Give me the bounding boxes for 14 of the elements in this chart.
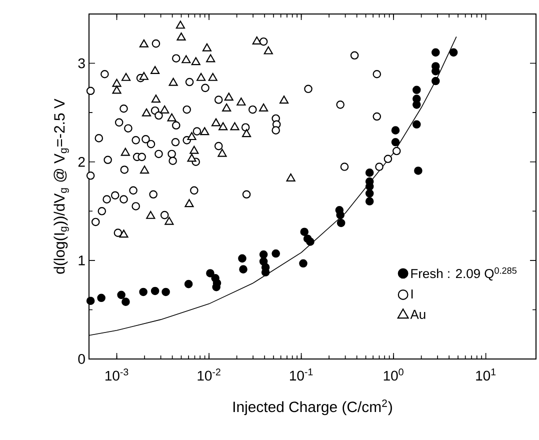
x-tick-label: 10$^{1}$: [476, 368, 496, 381]
y-tick-label: 2: [78, 156, 85, 167]
x-tick-label: 10$^{0}$: [384, 368, 404, 381]
y-axis-title: d(log(I$_{g}$))/dV$_{g}$ @ V$_{g}$=-2.5 V: [54, 98, 69, 274]
y-tick-label: 0: [78, 354, 85, 364]
x-tick-label: 10$^{-1}$: [290, 368, 313, 381]
x-axis-title: Injected Charge (C/cm$^{2}$): [233, 400, 392, 416]
y-tick-label: 1: [78, 256, 85, 266]
legend-label: I: [411, 290, 413, 298]
x-tick-label: 10$^{-2}$: [198, 368, 220, 381]
legend-label: Fresh : 2.09 Q$^{0.285}$: [411, 267, 517, 280]
x-tick-label: 10$^{-3}$: [105, 368, 128, 381]
legend-label: Au: [410, 310, 426, 319]
y-tick-label: 3: [78, 58, 85, 68]
